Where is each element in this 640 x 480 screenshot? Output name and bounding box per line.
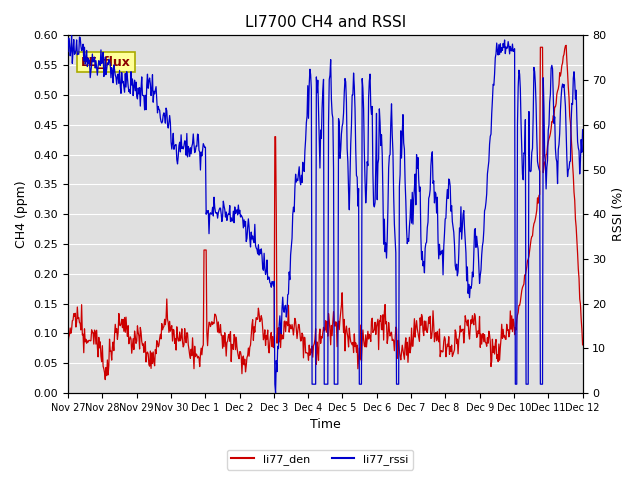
X-axis label: Time: Time [310, 419, 340, 432]
Legend: li77_den, li77_rssi: li77_den, li77_rssi [227, 450, 413, 469]
Y-axis label: CH4 (ppm): CH4 (ppm) [15, 180, 28, 248]
Y-axis label: RSSI (%): RSSI (%) [612, 187, 625, 241]
Text: EE_flux: EE_flux [81, 56, 131, 69]
Title: LI7700 CH4 and RSSI: LI7700 CH4 and RSSI [244, 15, 406, 30]
